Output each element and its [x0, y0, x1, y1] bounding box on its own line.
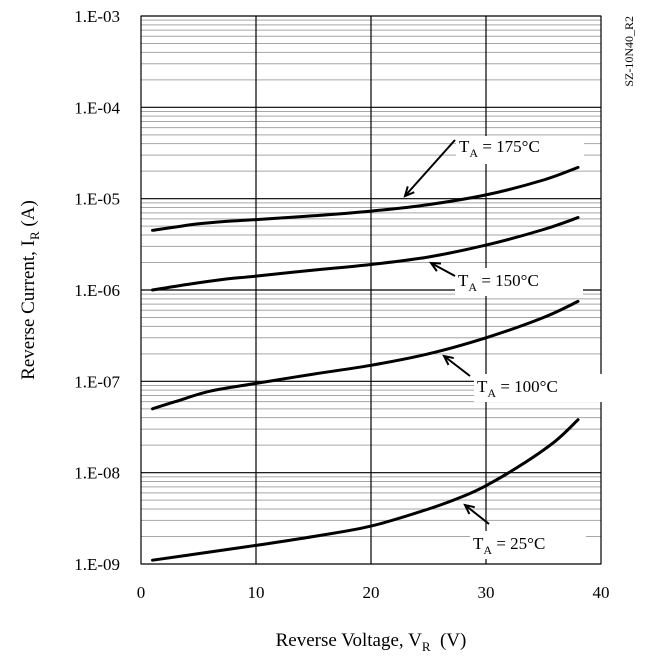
y-tick-label: 1.E-06 — [74, 281, 120, 300]
annotation-arrow — [464, 504, 490, 525]
series-line-2 — [151, 299, 580, 411]
series-lines — [151, 165, 580, 562]
y-axis-title-main: Reverse Current, I — [18, 240, 39, 380]
series-label-value: = 175°C — [478, 137, 540, 156]
y-tick-label: 1.E-03 — [74, 7, 120, 26]
x-axis-title-subscript: R — [422, 639, 431, 654]
annotation-arrowhead — [403, 186, 415, 198]
series-label-value: = 25°C — [492, 534, 545, 553]
series-label-subscript: A — [487, 386, 496, 400]
y-axis-title-unit: (A) — [18, 200, 39, 226]
y-tick-label: 1.E-08 — [74, 464, 120, 483]
series-label-main: T — [459, 137, 470, 156]
x-tick-label: 0 — [137, 583, 146, 602]
x-tick-label: 30 — [478, 583, 495, 602]
annotation-arrow — [404, 139, 456, 197]
series-label-subscript: A — [469, 146, 478, 160]
x-tick-label: 40 — [593, 583, 610, 602]
tick-labels: 1.E-09 1.E-08 1.E-07 1.E-06 1.E-05 1.E-04 1.E-… — [74, 7, 609, 602]
series-annotations: TA = 175°CTA = 150°CTA = 100°CTA = 25°C — [403, 136, 602, 559]
series-label-subscript: A — [468, 280, 477, 294]
series-label-1: TA = 150°C — [458, 271, 539, 294]
series-label-main: T — [458, 271, 469, 290]
x-tick-label: 20 — [363, 583, 380, 602]
series-line-1 — [151, 216, 580, 292]
y-tick-label: 1.E-09 — [74, 555, 120, 574]
annotation-backdrop — [470, 531, 586, 559]
annotation-arrow — [430, 262, 456, 277]
series-label-3: TA = 25°C — [473, 534, 545, 557]
y-tick-label: 1.E-04 — [74, 98, 120, 117]
annotation-backdrop — [474, 374, 602, 402]
series-line-3 — [151, 418, 580, 562]
series-label-2: TA = 100°C — [477, 377, 558, 400]
figure-code-label: SZ-10N40_R2 — [622, 16, 636, 87]
x-axis-title: Reverse Voltage, VR (V) — [276, 630, 467, 654]
series-line-0 — [151, 165, 580, 232]
series-label-value: = 100°C — [496, 377, 558, 396]
series-label-main: T — [473, 534, 484, 553]
annotation-arrow — [443, 355, 471, 377]
series-label-value: = 150°C — [477, 271, 539, 290]
plot-frame — [140, 15, 602, 565]
y-axis-title-subscript: R — [27, 231, 42, 240]
x-axis-title-main: Reverse Voltage, V — [276, 630, 422, 651]
annotation-backdrop — [456, 136, 584, 164]
annotation-backdrop — [455, 268, 583, 296]
series-label-main: T — [477, 377, 488, 396]
x-tick-label: 10 — [248, 583, 265, 602]
series-label-0: TA = 175°C — [459, 137, 540, 160]
annotation-arrowhead — [463, 503, 475, 515]
y-axis-title: Reverse Current, IR (A) — [18, 200, 42, 380]
y-tick-label: 1.E-07 — [74, 372, 120, 391]
series-label-subscript: A — [483, 543, 492, 557]
annotation-arrowhead — [428, 261, 442, 272]
y-tick-label: 1.E-05 — [74, 190, 120, 209]
x-axis-title-unit: (V) — [440, 630, 466, 651]
annotation-arrowhead — [442, 354, 454, 366]
